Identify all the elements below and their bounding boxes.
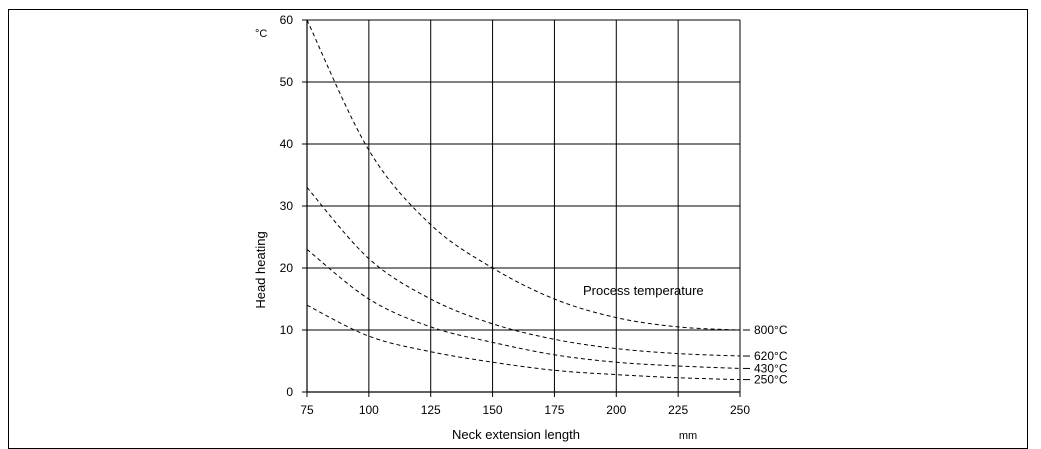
y-axis-label: Head heating [253,231,268,308]
y-tick-label-20: 20 [280,261,294,275]
x-axis-unit: mm [679,430,697,442]
process-temperature-annotation: Process temperature [583,283,704,298]
x-tick-label-100: 100 [359,403,379,417]
x-tick-label-225: 225 [668,403,688,417]
tick-labels: 75 100 125 150 175 200 225 250 0 10 20 30 40 50 60 [280,13,751,417]
y-tick-label-50: 50 [280,75,294,89]
series-label-620-c: 620°C [754,349,788,363]
x-tick-label-175: 175 [544,403,564,417]
y-tick-label-0: 0 [286,385,293,399]
grid [307,19,741,392]
y-tick-label-40: 40 [280,137,294,151]
series-label-250-c: 250°C [754,373,788,387]
series-lines [306,19,741,381]
x-tick-label-75: 75 [300,403,314,417]
x-tick-label-200: 200 [606,403,626,417]
y-tick-label-60: 60 [280,13,294,27]
series-line-250-c [306,304,741,381]
y-tick-label-30: 30 [280,199,294,213]
series-label-430-c: 430°C [754,361,788,375]
series-line-620-c [306,187,741,357]
x-axis-label: Neck extension length [452,427,580,442]
x-tick-label-150: 150 [483,403,503,417]
y-axis-unit: °C [255,28,267,40]
series-line-430-c [306,249,741,369]
series-line-800-c [306,19,741,331]
x-tick-label-125: 125 [421,403,441,417]
y-tick-label-10: 10 [280,323,294,337]
x-tick-label-250: 250 [730,403,750,417]
axes [302,19,741,397]
series-label-800-c: 800°C [754,323,788,337]
